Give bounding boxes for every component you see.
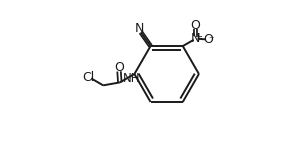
- Text: N: N: [191, 32, 200, 45]
- Text: ⁻: ⁻: [209, 36, 214, 46]
- Text: O: O: [204, 33, 213, 46]
- Text: O: O: [190, 18, 200, 32]
- Text: NH: NH: [123, 73, 140, 85]
- Text: O: O: [114, 61, 124, 74]
- Text: N: N: [134, 22, 144, 35]
- Text: Cl: Cl: [82, 71, 95, 84]
- Text: +: +: [194, 32, 202, 42]
